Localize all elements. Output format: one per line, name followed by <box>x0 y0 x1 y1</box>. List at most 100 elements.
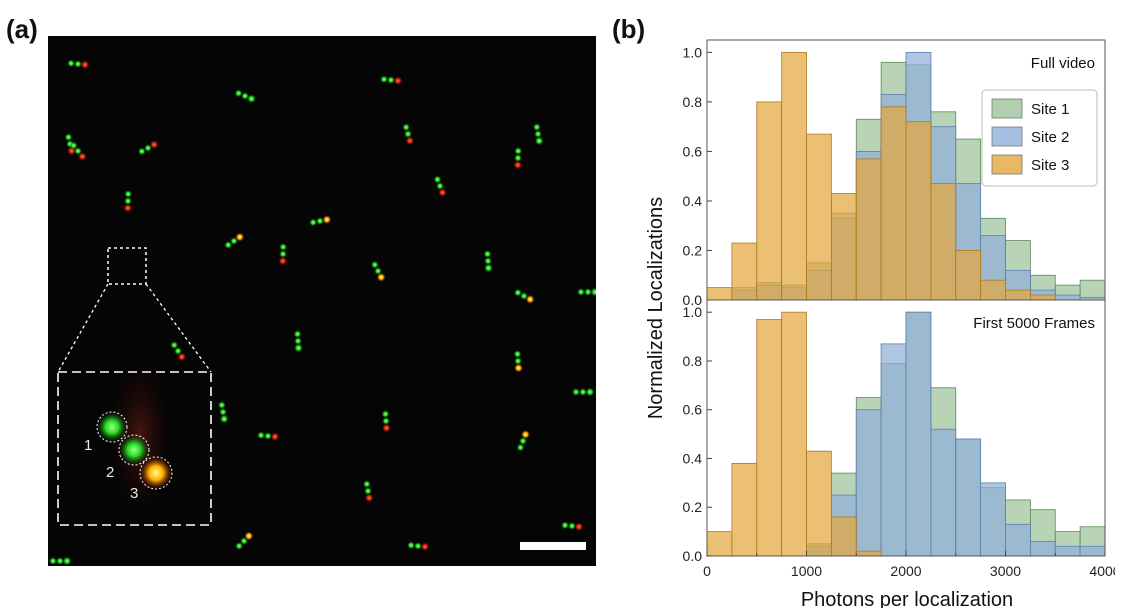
bottom-bar-site-3-bin-2 <box>756 319 783 557</box>
molecule-spot-group <box>234 89 256 104</box>
molecule-spot-group <box>257 431 280 442</box>
molecule-spot-group <box>137 140 159 156</box>
top-bar-site-3-bin-2 <box>756 101 783 301</box>
bottom-bar-site-2-bin-9 <box>930 428 957 557</box>
bottom-bar-site-2-bin-11 <box>980 482 1006 557</box>
molecule-spot-group <box>513 288 535 304</box>
molecule-spot-group <box>402 123 415 146</box>
molecule-spot-group <box>69 141 87 161</box>
legend-label-site-1: Site 1 <box>1031 101 1069 118</box>
molecule-spot-group <box>362 480 374 503</box>
inset-site-label-2: 2 <box>106 464 114 481</box>
molecule-spot-group <box>224 232 245 249</box>
molecule-spot-group <box>572 387 595 397</box>
molecule-spot-group <box>309 215 332 227</box>
top-bar-site-3-bin-6 <box>855 158 882 301</box>
molecule-spot-group <box>278 243 288 266</box>
bottom-histogram: 0.0 0.2 0.4 0.6 0.8 1.0 0 1000 2000 3000 4000 Fir… <box>683 299 1115 579</box>
molecule-spot-group <box>293 330 303 353</box>
molecule-spot-group <box>380 75 403 86</box>
molecule-spot-group <box>370 260 386 282</box>
inset-border <box>57 371 212 526</box>
inset-spot-3 <box>140 457 172 489</box>
bottom-bar-site-3-bin-6 <box>855 550 882 557</box>
top-bar-site-3-bin-8 <box>905 121 932 301</box>
bottom-bar-site-3-bin-0 <box>706 531 733 557</box>
bottom-bar-site-3-bin-4 <box>806 450 832 557</box>
molecule-spot-group <box>170 341 187 362</box>
molecule-spot-group <box>407 541 430 552</box>
legend: Site 1 Site 2 Site 3 <box>981 89 1098 187</box>
inset-panel: 1 2 3 <box>57 356 212 526</box>
scale-bar <box>520 542 586 550</box>
y-axis-label: Normalized Localizations <box>645 197 667 419</box>
bottom-bar-site-2-bin-12 <box>1005 523 1031 557</box>
bottom-bar-site-2-bin-13 <box>1029 540 1056 557</box>
panel-b-label: (b) <box>612 14 646 44</box>
top-bar-site-2-bin-14 <box>1054 294 1081 301</box>
molecule-spot-group <box>217 401 229 424</box>
molecule-spot-group <box>561 521 584 532</box>
bottom-bar-site-2-bin-6 <box>855 409 882 557</box>
legend-swatch-site-1 <box>991 98 1023 119</box>
bottom-ytick-label-0: 0.0 <box>683 548 703 564</box>
zoom-guide-right <box>145 283 212 373</box>
xtick-label-4: 4000 <box>1089 563 1115 579</box>
bottom-bar-site-3-bin-1 <box>731 462 758 557</box>
inset-spot-2 <box>119 435 149 465</box>
inset-circle-1 <box>96 411 128 443</box>
top-ytick-label-5: 1.0 <box>683 44 703 60</box>
molecule-spot-group <box>577 287 596 297</box>
legend-swatch-site-3 <box>991 154 1023 175</box>
xtick-label-0: 0 <box>703 563 711 579</box>
top-bar-site-3-bin-4 <box>806 133 832 301</box>
bottom-ytick-label-4: 0.8 <box>683 353 703 369</box>
bottom-bar-site-2-bin-10 <box>955 438 982 557</box>
xtick-label-2: 2000 <box>890 563 921 579</box>
top-title: Full video <box>1031 55 1095 72</box>
bottom-title: First 5000 Frames <box>973 315 1095 332</box>
top-bar-site-3-bin-3 <box>781 51 807 301</box>
top-bar-site-3-bin-7 <box>880 106 907 301</box>
bottom-bar-site-2-bin-7 <box>880 343 907 557</box>
molecule-spot-group <box>513 350 523 373</box>
molecule-spot-group <box>235 531 254 551</box>
top-bar-site-3-bin-1 <box>731 242 758 301</box>
top-bar-site-3-bin-9 <box>930 183 957 301</box>
zoom-guide-left <box>57 283 109 373</box>
top-bar-site-3-bin-11 <box>980 279 1006 301</box>
top-histogram: 0.0 0.2 0.4 0.6 0.8 1.0 Full video Site 1 Sit… <box>683 39 1106 308</box>
bottom-bar-site-2-bin-15 <box>1079 545 1106 557</box>
panel-a-label: (a) <box>6 14 38 44</box>
top-ytick-label-4: 0.8 <box>683 94 703 110</box>
top-ytick-label-1: 0.2 <box>683 242 703 258</box>
top-bar-site-3-bin-12 <box>1005 289 1031 301</box>
xtick-label-1: 1000 <box>791 563 822 579</box>
fluorescence-micrograph: 1 2 3 <box>48 36 596 566</box>
bottom-ytick-label-5: 1.0 <box>683 304 703 320</box>
inset-circle-3 <box>139 456 173 490</box>
legend-swatch-site-2 <box>991 126 1023 147</box>
bottom-bar-site-2-bin-8 <box>905 311 932 557</box>
inset-circle-2 <box>118 434 150 466</box>
bottom-ytick-label-3: 0.6 <box>683 402 703 418</box>
inset-site-label-1: 1 <box>84 437 92 454</box>
bottom-bar-site-3-bin-5 <box>830 516 857 557</box>
top-bar-site-3-bin-13 <box>1029 294 1056 301</box>
xtick-label-3: 3000 <box>990 563 1021 579</box>
legend-label-site-2: Site 2 <box>1031 129 1069 146</box>
zoom-region-box <box>107 247 147 285</box>
molecule-spot-group <box>532 123 544 146</box>
bottom-ytick-label-2: 0.4 <box>683 450 703 466</box>
bottom-ytick-label-1: 0.2 <box>683 499 703 515</box>
top-ytick-label-0: 0.0 <box>683 292 703 308</box>
molecule-spot-group <box>516 429 531 452</box>
molecule-spot-group <box>49 556 72 566</box>
top-bar-site-3-bin-10 <box>955 250 982 301</box>
molecule-spot-group <box>513 147 523 170</box>
molecule-spot-group <box>381 410 391 433</box>
x-axis-label: Photons per localization <box>801 589 1013 608</box>
top-bar-site-1-bin-15 <box>1079 279 1106 301</box>
molecule-spot-group <box>483 250 493 273</box>
inset-site-label-3: 3 <box>130 485 138 502</box>
